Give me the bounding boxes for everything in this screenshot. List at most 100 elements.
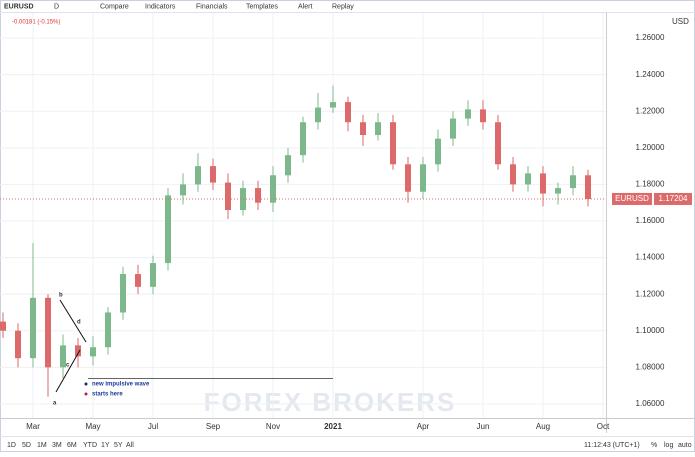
x-tick-label: Aug: [536, 422, 550, 431]
candle-body: [45, 297, 51, 368]
candle-body: [555, 188, 561, 194]
scale-option[interactable]: log: [664, 442, 673, 449]
candle-body: [585, 175, 591, 200]
plot: [0, 13, 606, 418]
candle-body: [135, 274, 141, 287]
candle-body: [60, 345, 66, 368]
x-tick-label: Jul: [148, 422, 158, 431]
toolbar-item[interactable]: EURUSD: [4, 3, 34, 10]
currency[interactable]: USD: [672, 17, 689, 26]
range-button[interactable]: All: [126, 442, 134, 449]
y-tick-label: 1.12000: [636, 289, 665, 298]
candle-body: [120, 274, 126, 313]
candle-body: [315, 107, 321, 123]
range-button[interactable]: 1Y: [101, 442, 110, 449]
y-tick-label: 1.08000: [636, 362, 665, 371]
candle-body: [495, 122, 501, 165]
annotation: b: [59, 293, 63, 299]
watermark: FOREX BROKERS: [204, 387, 457, 417]
y-tick-label: 1.20000: [636, 143, 665, 152]
candle-body: [405, 164, 411, 192]
price-tag-text: 1.17204: [659, 194, 688, 203]
toolbar-item[interactable]: Alert: [298, 3, 312, 10]
range-button[interactable]: 6M: [67, 442, 77, 449]
annotation: a: [53, 401, 57, 407]
y-tick-label: 1.18000: [636, 180, 665, 189]
x-tick-label: Sep: [206, 422, 221, 431]
y-tick-label: 1.06000: [636, 399, 665, 408]
candle-body: [165, 195, 171, 264]
wave-line: [59, 299, 87, 343]
y-tick-label: 1.22000: [636, 106, 665, 115]
candle-body: [390, 122, 396, 165]
candle-body: [90, 347, 96, 357]
candle-body: [435, 138, 441, 165]
price-tag: [654, 192, 692, 205]
candle-body: [450, 118, 456, 139]
bottom-bar: 1D 5D 1M 3M 6M YTD 1Y 5Y All 11:12:43 (UTC+1)% log…: [7, 442, 692, 449]
candle-body: [0, 321, 6, 331]
scale-option[interactable]: auto: [678, 442, 692, 449]
x-tick-label: Mar: [26, 422, 40, 431]
range-button[interactable]: 3M: [52, 442, 62, 449]
candle-body: [285, 155, 291, 176]
toolbar-item[interactable]: Financials: [196, 3, 228, 10]
range-button[interactable]: 1D: [7, 442, 16, 449]
range-button[interactable]: 5Y: [114, 442, 123, 449]
candle-body: [195, 166, 201, 185]
candle-body: [105, 312, 111, 348]
scale-option[interactable]: %: [651, 442, 657, 449]
symbol-tag: [612, 192, 652, 205]
range-button[interactable]: YTD: [83, 442, 97, 449]
toolbar: EURUSD D Compare Indicators Financials Templa…: [4, 3, 354, 10]
y-tick-label: 1.26000: [636, 33, 665, 42]
marker: [84, 392, 88, 396]
toolbar-item[interactable]: Templates: [246, 3, 278, 10]
candle-body: [525, 173, 531, 185]
marker: [84, 382, 88, 386]
toolbar-item[interactable]: Indicators: [145, 3, 176, 10]
toolbar-item[interactable]: Compare: [100, 3, 129, 10]
x-tick-label: Apr: [417, 422, 430, 431]
candle-body: [180, 184, 186, 196]
x-tick-label: Jun: [477, 422, 490, 431]
candle-body: [15, 330, 21, 359]
x-tick-label: May: [85, 422, 100, 431]
candle-body: [330, 102, 336, 108]
candle-body: [300, 122, 306, 156]
candle-body: [480, 109, 486, 123]
candle-body: [540, 173, 546, 194]
y-tick-label: 1.10000: [636, 326, 665, 335]
candle-body: [465, 109, 471, 119]
candle-body: [420, 164, 426, 192]
candle-body: [75, 345, 81, 357]
candle-body: [210, 166, 216, 183]
annotation: c: [66, 363, 70, 369]
y-tick-label: 1.24000: [636, 70, 665, 79]
x-tick-label: 2021: [324, 422, 342, 431]
annotation: starts here: [92, 392, 123, 398]
range-button[interactable]: 5D: [22, 442, 31, 449]
x-tick-label: Nov: [266, 422, 280, 431]
candle-body: [345, 102, 351, 123]
candle-body: [570, 175, 576, 189]
clock: 11:12:43 (UTC+1): [584, 442, 640, 449]
candle-body: [255, 188, 261, 203]
annotation: new impulsive wave: [92, 382, 150, 388]
y-tick-label: 1.14000: [636, 253, 665, 262]
toolbar-item[interactable]: D: [54, 3, 59, 10]
candle-body: [30, 297, 36, 359]
annotation: d: [77, 320, 81, 326]
candle-body: [150, 263, 156, 287]
legend-change: -0.00181 (-0.15%): [12, 20, 60, 26]
x-tick-label: Oct: [597, 422, 610, 431]
candle-body: [510, 164, 516, 185]
range-button[interactable]: 1M: [37, 442, 47, 449]
candle-body: [375, 122, 381, 136]
toolbar-item[interactable]: Replay: [332, 3, 354, 10]
symbol-tag-text: EURUSD: [615, 194, 649, 203]
wave-line: [55, 349, 81, 393]
candle-body: [270, 175, 276, 203]
